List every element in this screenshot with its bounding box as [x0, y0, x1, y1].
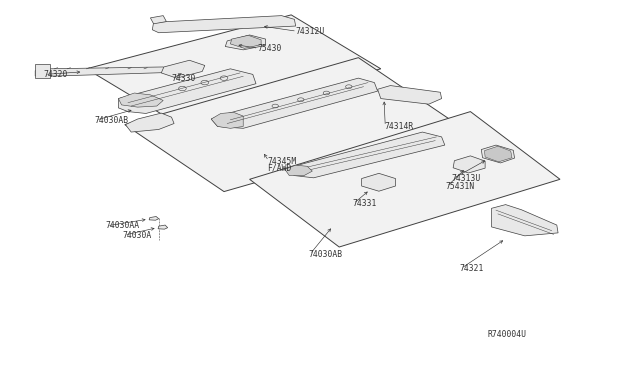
- Polygon shape: [35, 64, 50, 78]
- Polygon shape: [492, 205, 558, 236]
- Polygon shape: [250, 112, 560, 247]
- Polygon shape: [378, 86, 442, 104]
- Text: 74030AB: 74030AB: [308, 250, 342, 259]
- Polygon shape: [484, 146, 512, 162]
- Polygon shape: [161, 60, 205, 78]
- Polygon shape: [362, 173, 396, 191]
- Text: 74030A: 74030A: [123, 231, 152, 240]
- Polygon shape: [118, 93, 163, 107]
- Text: 74030AB: 74030AB: [95, 116, 129, 125]
- Polygon shape: [211, 112, 243, 128]
- Text: 74030AA: 74030AA: [106, 221, 140, 230]
- Text: 74314R: 74314R: [384, 122, 413, 131]
- Polygon shape: [125, 113, 174, 132]
- Text: 75431N: 75431N: [445, 182, 475, 191]
- Polygon shape: [285, 132, 445, 178]
- Text: 74330: 74330: [172, 74, 196, 83]
- Text: 74331: 74331: [352, 199, 376, 208]
- Polygon shape: [149, 217, 159, 220]
- Polygon shape: [225, 35, 266, 50]
- Polygon shape: [158, 225, 168, 229]
- Polygon shape: [230, 35, 261, 48]
- Polygon shape: [118, 69, 256, 113]
- Text: R740004U: R740004U: [488, 330, 527, 339]
- Text: 74321: 74321: [460, 264, 484, 273]
- Text: 74312U: 74312U: [296, 27, 325, 36]
- Polygon shape: [125, 58, 458, 192]
- Polygon shape: [35, 67, 166, 77]
- Polygon shape: [150, 16, 166, 24]
- Text: F/AWD: F/AWD: [268, 163, 292, 172]
- Text: 74313U: 74313U: [452, 174, 481, 183]
- Polygon shape: [285, 165, 312, 176]
- Polygon shape: [86, 15, 381, 123]
- Text: 75430: 75430: [257, 44, 282, 53]
- Polygon shape: [453, 156, 485, 173]
- Polygon shape: [152, 16, 296, 33]
- Polygon shape: [211, 78, 378, 128]
- Polygon shape: [481, 145, 515, 163]
- Text: 74320: 74320: [44, 70, 68, 79]
- Text: 74345M: 74345M: [268, 157, 297, 166]
